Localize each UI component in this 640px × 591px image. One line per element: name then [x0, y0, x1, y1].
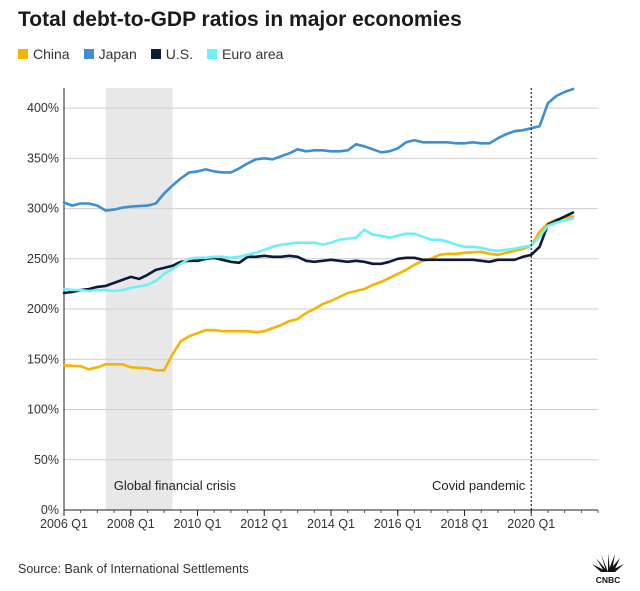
x-tick-label: 2006 Q1	[40, 517, 88, 531]
cnbc-peacock-logo: CNBC	[592, 553, 624, 585]
x-tick-label: 2016 Q1	[374, 517, 422, 531]
x-tick-label: 2014 Q1	[307, 517, 355, 531]
x-tick-label: 2012 Q1	[240, 517, 288, 531]
y-tick-label: 0%	[41, 503, 59, 517]
y-tick-label: 250%	[27, 252, 59, 266]
x-tick-label: 2020 Q1	[507, 517, 555, 531]
legend-label-china: China	[33, 46, 70, 62]
y-tick-label: 100%	[27, 403, 59, 417]
y-tick-label: 50%	[34, 453, 59, 467]
chart-title: Total debt-to-GDP ratios in major econom…	[18, 8, 462, 31]
legend-swatch-us	[150, 49, 161, 59]
legend-swatch-japan	[83, 49, 94, 59]
legend-item-japan: Japan	[83, 46, 137, 62]
legend-swatch-euro-area	[206, 49, 217, 59]
financial-crisis-annotation: Global financial crisis	[114, 478, 237, 493]
series-line-japan	[62, 87, 575, 212]
legend-swatch-china	[18, 49, 28, 59]
source-note: Source: Bank of International Settlement…	[18, 562, 249, 576]
legend-item-us: U.S.	[150, 46, 193, 62]
legend-label-us: U.S.	[165, 46, 193, 62]
x-tick-label: 2010 Q1	[174, 517, 222, 531]
cnbc-logo-text: CNBC	[596, 575, 621, 585]
legend-item-euro-area: Euro area	[206, 46, 284, 62]
series-line-china	[62, 215, 575, 372]
covid-annotation: Covid pandemic	[432, 478, 526, 493]
x-tick-label: 2008 Q1	[107, 517, 155, 531]
y-tick-label: 150%	[27, 352, 59, 366]
y-tick-label: 300%	[27, 202, 59, 216]
series-line-euro-area	[62, 217, 575, 293]
legend-item-china: China	[18, 46, 70, 62]
y-tick-label: 350%	[27, 151, 59, 165]
legend: China Japan U.S. Euro area	[18, 46, 283, 62]
y-tick-label: 200%	[27, 302, 59, 316]
shaded-region-0	[105, 88, 173, 510]
legend-label-euro-area: Euro area	[221, 46, 284, 62]
y-tick-label: 400%	[27, 101, 59, 115]
legend-label-japan: Japan	[98, 46, 137, 62]
x-tick-label: 2018 Q1	[441, 517, 489, 531]
series-line-u-s	[62, 211, 575, 295]
